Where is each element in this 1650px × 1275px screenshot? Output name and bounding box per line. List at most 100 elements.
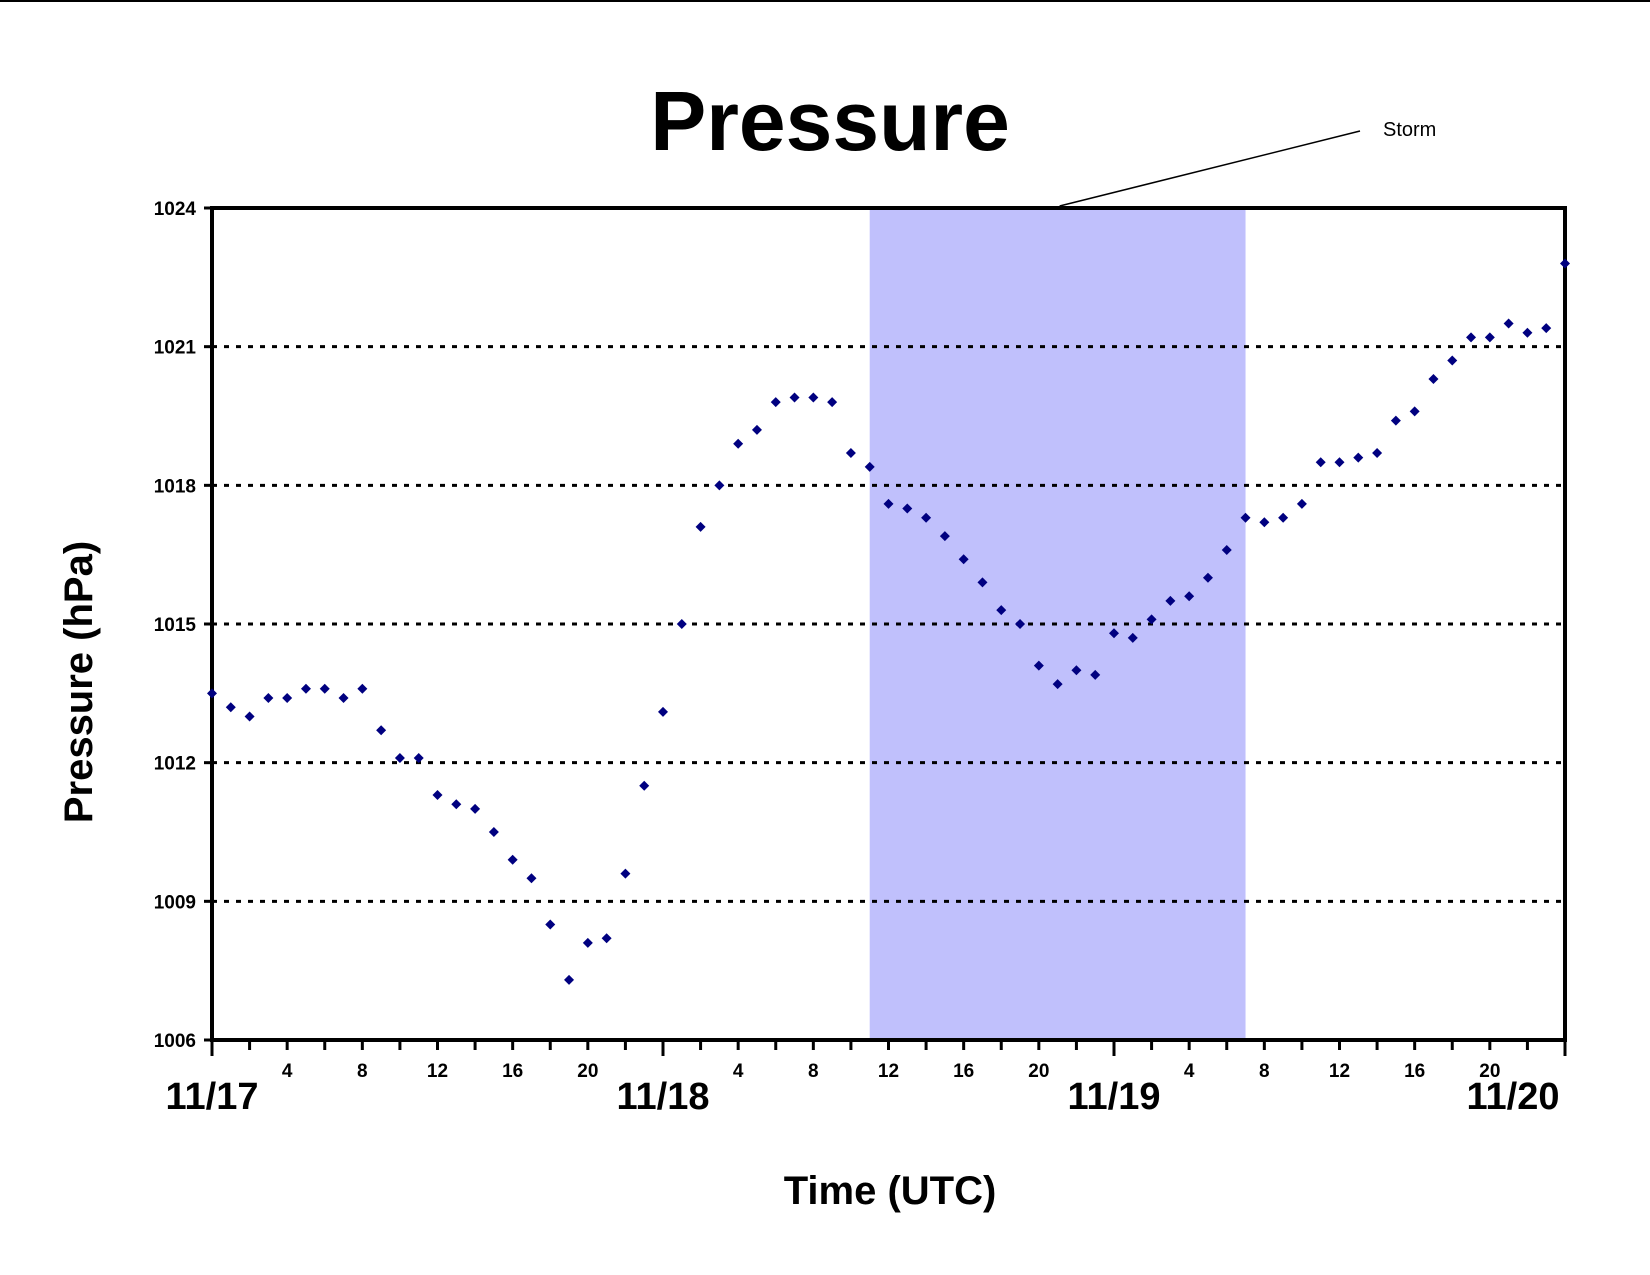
storm-band <box>869 208 1246 1040</box>
y-tick-label: 1009 <box>154 892 196 913</box>
data-point <box>1503 318 1514 329</box>
data-point <box>676 619 687 629</box>
data-point <box>1390 415 1401 426</box>
data-point <box>1484 332 1495 343</box>
data-point <box>639 780 650 791</box>
x-tick-label: 8 <box>1259 1061 1270 1082</box>
data-point <box>1259 517 1270 528</box>
storm-leader-line <box>1059 130 1361 207</box>
data-point <box>376 725 387 736</box>
x-tick-label: 4 <box>282 1061 293 1082</box>
data-point <box>601 933 612 944</box>
x-axis-title: Time (UTC) <box>784 1169 997 1213</box>
data-point <box>1353 452 1364 463</box>
x-tick-label: 12 <box>878 1061 899 1082</box>
data-point <box>1033 660 1044 671</box>
data-point <box>282 692 293 703</box>
data-point <box>451 799 462 810</box>
data-point <box>1409 406 1420 417</box>
x-tick-label: 8 <box>808 1061 819 1082</box>
data-point <box>1240 512 1251 523</box>
data-point <box>1560 258 1570 269</box>
data-point <box>1541 323 1552 334</box>
x-tick-label: 16 <box>1404 1061 1425 1082</box>
data-point <box>394 753 405 764</box>
x-tick-label: 20 <box>577 1061 598 1082</box>
data-point <box>620 868 631 879</box>
data-point <box>413 753 424 764</box>
y-axis: 1006 1009 1012 1015 1018 1021 1024 <box>154 199 212 1052</box>
data-point <box>338 692 349 703</box>
data-point <box>1466 332 1477 343</box>
data-point <box>1372 447 1383 458</box>
x-day-label: 11/20 <box>1467 1076 1560 1118</box>
data-point <box>526 873 537 884</box>
data-point <box>432 790 443 801</box>
data-point <box>507 854 518 865</box>
y-tick-label: 1012 <box>154 754 196 775</box>
data-point <box>545 919 556 930</box>
x-tick-label: 20 <box>1479 1061 1500 1082</box>
y-axis-title: Pressure (hPa) <box>57 541 101 823</box>
storm-annotation: Storm <box>1383 119 1436 141</box>
x-tick-label: 16 <box>953 1061 974 1082</box>
y-tick-label: 1015 <box>154 615 197 636</box>
x-tick-label: 16 <box>502 1061 523 1082</box>
data-point <box>733 438 744 449</box>
x-axis: 4 8 12 16 20 4 8 12 16 20 4 8 12 16 20 11/17 11/18 11/19 1… <box>166 1040 1567 1118</box>
data-point <box>1315 457 1326 468</box>
top-rule <box>0 0 1650 2</box>
data-point <box>658 706 668 717</box>
data-point <box>883 498 894 509</box>
data-point <box>770 397 781 408</box>
data-point <box>939 531 950 542</box>
data-point <box>225 702 236 713</box>
data-point <box>1146 614 1157 625</box>
data-point <box>564 974 575 985</box>
chart-title: Pressure <box>650 74 1010 168</box>
data-point <box>1184 591 1195 602</box>
data-point <box>1278 512 1289 523</box>
data-point <box>996 605 1007 616</box>
x-day-label: 11/19 <box>1068 1076 1161 1118</box>
data-point <box>488 827 499 837</box>
data-point <box>845 447 856 458</box>
data-point <box>695 521 706 532</box>
y-tick-label: 1024 <box>154 199 197 220</box>
data-point <box>808 392 819 403</box>
data-point <box>977 577 988 588</box>
y-tick-label: 1021 <box>154 338 197 359</box>
data-point <box>1296 498 1307 509</box>
data-point <box>1052 679 1063 690</box>
data-point <box>864 461 875 472</box>
data-point <box>1334 457 1345 468</box>
data-point <box>319 683 330 694</box>
data-point <box>582 937 593 948</box>
data-point <box>958 554 969 565</box>
data-point <box>470 803 481 814</box>
data-point <box>1522 327 1533 338</box>
x-tick-label: 12 <box>427 1061 448 1082</box>
gridlines <box>212 345 1565 903</box>
data-point <box>827 397 838 408</box>
x-tick-label: 12 <box>1329 1061 1350 1082</box>
data-point <box>1090 669 1101 680</box>
data-point <box>921 512 932 523</box>
data-point <box>751 424 762 435</box>
data-point <box>1165 595 1176 606</box>
data-point <box>357 683 368 694</box>
data-point <box>1071 665 1082 676</box>
data-point <box>1221 545 1232 556</box>
x-tick-label: 8 <box>357 1061 368 1082</box>
data-point <box>1447 355 1458 366</box>
x-tick-label: 20 <box>1028 1061 1049 1082</box>
x-day-label: 11/17 <box>166 1076 259 1118</box>
x-tick-label: 4 <box>733 1061 744 1082</box>
x-tick-label: 4 <box>1184 1061 1195 1082</box>
data-point <box>1202 572 1213 583</box>
data-point <box>1127 632 1138 643</box>
data-markers <box>207 258 1570 985</box>
data-point <box>263 692 274 703</box>
x-day-label: 11/18 <box>617 1076 710 1118</box>
